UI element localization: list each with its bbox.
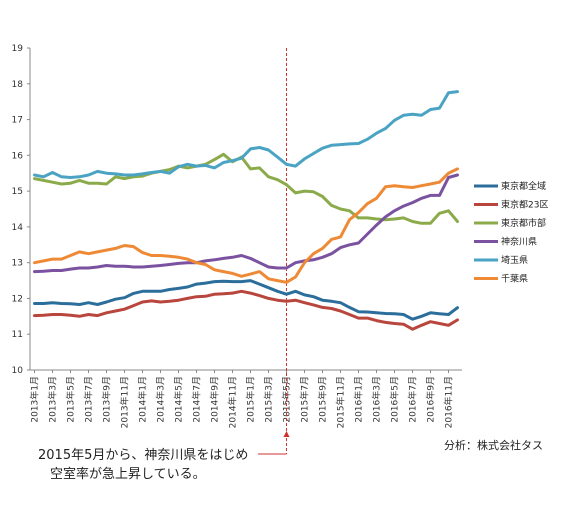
x-tick-label: 2013年7月 <box>83 376 95 423</box>
series-line-5 <box>33 90 459 179</box>
x-tick-label: 2015年7月 <box>299 376 311 423</box>
legend-label: 埼玉県 <box>501 254 528 266</box>
y-tick-labels: 10 11 12 13 14 15 16 17 18 19 <box>12 44 24 376</box>
annotation-line-1: 2015年5月から、神奈川県をはじめ <box>38 448 248 463</box>
y-tick-label: 19 <box>12 44 24 54</box>
x-tick-label: 2015年9月 <box>317 376 329 423</box>
annotation-line-2: 空室率が急上昇している。 <box>50 466 206 482</box>
x-tick-label: 2016年7月 <box>407 376 419 423</box>
legend-label: 東京都23区 <box>501 199 548 211</box>
y-tick-label: 13 <box>12 259 23 269</box>
y-tick-label: 14 <box>12 223 24 233</box>
y-tick-label: 12 <box>12 294 23 304</box>
x-tick-label: 2013年1月 <box>29 376 41 423</box>
y-tick-label: 17 <box>12 116 23 126</box>
y-tick-label: 15 <box>12 187 23 197</box>
x-tick-label: 2014年1月 <box>137 376 149 423</box>
source-credit: 分析：株式会社タス <box>444 438 543 452</box>
annotation-arrowhead <box>283 431 290 437</box>
series-line-1 <box>33 279 459 321</box>
x-tick-label: 2013年5月 <box>65 376 77 423</box>
x-tick-label: 2016年3月 <box>371 376 383 423</box>
axes <box>27 47 462 373</box>
legend-label: 東京都全域 <box>501 180 546 192</box>
legend-label: 神奈川県 <box>501 236 537 248</box>
x-tick-label: 2015年1月 <box>245 376 257 423</box>
annotation-marker <box>258 48 290 455</box>
x-tick-label: 2013年11月 <box>119 376 131 428</box>
x-tick-label: 2013年9月 <box>101 376 113 423</box>
y-tick-label: 10 <box>12 366 24 376</box>
series-line-3 <box>33 152 459 225</box>
annotation: 2015年5月から、神奈川県をはじめ 空室率が急上昇している。 <box>38 448 248 482</box>
x-tick-label: 2014年7月 <box>191 376 203 423</box>
x-tick-label: 2016年9月 <box>425 376 437 423</box>
x-tick-label: 2014年11月 <box>227 376 239 428</box>
x-tick-label: 2015年11月 <box>335 376 347 428</box>
x-tick-label: 2015年3月 <box>263 376 275 423</box>
series-line-4 <box>33 173 459 274</box>
x-tick-label: 2014年9月 <box>209 376 221 423</box>
y-tick-label: 11 <box>12 330 23 340</box>
legend-label: 東京都市部 <box>501 217 546 229</box>
series-line-6 <box>33 167 459 284</box>
legend-label: 千葉県 <box>501 273 528 285</box>
x-tick-label: 2016年11月 <box>443 376 455 428</box>
y-tick-label: 18 <box>12 80 24 90</box>
y-tick-label: 16 <box>12 151 24 161</box>
x-tick-label: 2016年5月 <box>389 376 401 423</box>
series-line-2 <box>33 289 459 331</box>
x-tick-label: 2013年3月 <box>47 376 59 423</box>
series-lines <box>33 90 459 331</box>
x-tick-label: 2016年1月 <box>353 376 365 423</box>
x-tick-labels: 2013年1月 2013年3月 2013年5月 2013年7月 2013年9月 2013年… <box>29 376 455 428</box>
x-tick-label: 2014年5月 <box>173 376 185 423</box>
x-tick-label: 2014年3月 <box>155 376 167 423</box>
